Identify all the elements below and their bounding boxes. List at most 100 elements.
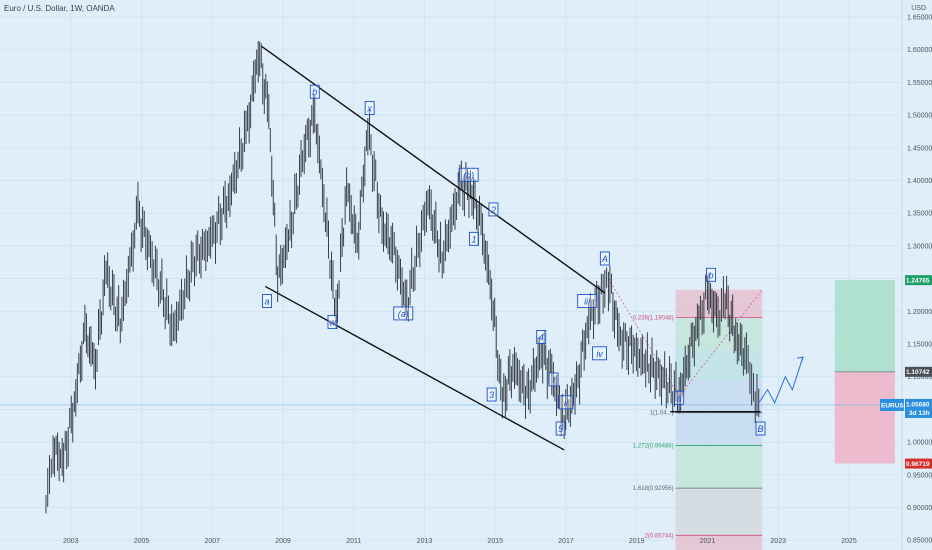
fib-level-label: 1.272(0.99488): [633, 443, 674, 449]
y-tick-label: 1.15000: [907, 341, 932, 348]
wave-label: w: [327, 314, 338, 329]
x-tick-label: 2003: [63, 538, 79, 545]
wave-label: iii: [577, 294, 598, 308]
time-axis: 2003 2005 2007 2009 2011 2013 2015 2017 2019 2021…: [63, 538, 857, 545]
wave-label-text: 5: [558, 424, 564, 434]
wave-label-text: 1: [471, 234, 476, 244]
x-tick-label: 2025: [841, 538, 857, 545]
price-tag-text: 1.10742: [906, 369, 930, 376]
projection-arrow-head: [796, 356, 804, 364]
wave-label-box: [309, 84, 320, 99]
wave-label: i: [548, 372, 559, 387]
y-tick-label: 0.95000: [907, 472, 932, 479]
wave-label: B: [755, 421, 766, 436]
fib-trend-line: [678, 289, 763, 397]
price-axis-unit: USD: [911, 5, 926, 12]
position-target-zone: [834, 280, 895, 372]
price-tag-bg: [905, 458, 932, 469]
y-tick-label: 1.65000: [907, 15, 932, 22]
wave-label-text: 4: [539, 332, 544, 342]
wave-label: (b): [458, 167, 479, 182]
wave-label-box: [592, 346, 608, 361]
price-series: [45, 40, 760, 514]
symbol-tag-text: EURUSD: [881, 402, 909, 409]
x-tick-label: 2007: [204, 538, 220, 545]
wave-label-box: [262, 294, 273, 308]
wave-label-box: [558, 395, 574, 410]
y-tick-label: 1.60000: [907, 47, 932, 54]
price-tag-text: 0.96719: [906, 461, 930, 468]
y-tick-label: 1.55000: [907, 80, 932, 87]
wave-label-text: A: [601, 254, 608, 264]
wave-label-box: [486, 387, 497, 402]
x-tick-label: 2011: [346, 538, 361, 545]
position-stop-zone: [834, 371, 895, 464]
wave-label-box: [469, 231, 479, 246]
wave-label-box: [555, 421, 566, 436]
wave-label: a: [262, 294, 273, 308]
wave-label: x: [364, 101, 375, 116]
wave-label: A: [599, 251, 610, 266]
wave-label-text: (b): [463, 170, 474, 180]
wave-label: b: [706, 267, 716, 282]
y-tick-label: 1.50000: [907, 113, 932, 120]
x-tick-label: 2017: [558, 538, 574, 545]
y-tick-label: 1.00000: [907, 440, 932, 447]
wave-label-box: [548, 372, 559, 387]
y-tick-label: 1.40000: [907, 178, 932, 185]
price-tag-text: 1.24765: [906, 277, 930, 284]
channel-line: [264, 285, 565, 451]
wave-label: (a): [393, 306, 414, 321]
wave-label: ii: [558, 395, 574, 410]
wave-label-box: [706, 267, 716, 282]
fib-zone: [675, 289, 763, 318]
y-tick-label: 0.90000: [907, 505, 932, 512]
last-price-tag-bg: [905, 398, 932, 418]
wave-label-box: [393, 306, 414, 321]
y-tick-label: 1.35000: [907, 211, 932, 218]
fib-level-label: 1.618(0.92956): [633, 486, 674, 492]
wave-label-box: [577, 294, 598, 308]
price-tag-bg: [905, 366, 932, 377]
y-tick-label: 1.10000: [907, 374, 932, 381]
wave-label-text: b: [708, 270, 713, 280]
fib-zone: [675, 379, 763, 413]
wave-label-box: [755, 421, 766, 436]
y-tick-label: 1.45000: [907, 145, 932, 152]
wave-label-box: [536, 330, 547, 344]
wave-label-text: (a): [398, 309, 409, 319]
wave-label-text: i: [553, 375, 556, 385]
wave-label-text: w: [329, 317, 336, 327]
x-tick-label: 2013: [417, 538, 433, 545]
price-tag-bg: [905, 275, 932, 286]
wave-label-text: b: [312, 87, 317, 97]
wave-label-text: 2: [490, 205, 496, 215]
x-tick-label: 2015: [487, 538, 503, 545]
fib-zone: [675, 445, 763, 489]
y-tick-label: 0.85000: [907, 538, 932, 545]
fib-zone: [675, 535, 763, 550]
x-tick-label: 2005: [134, 538, 150, 545]
wave-label-text: 3: [489, 390, 494, 400]
wave-label: 5: [555, 421, 566, 436]
y-tick-label: 1.30000: [907, 243, 932, 250]
x-tick-label: 2009: [275, 538, 291, 545]
wave-label-text: a: [677, 393, 682, 403]
fib-zone: [675, 488, 763, 536]
x-tick-label: 2023: [770, 538, 786, 545]
wave-label-box: [674, 390, 685, 405]
wave-label: 1: [469, 231, 479, 246]
wave-label-box: [599, 251, 610, 266]
price-axis: USD 1.65000 1.60000 1.55000 1.50000 1.45000 1.…: [901, 0, 932, 550]
fib-level-label: 2(0.85744): [645, 533, 674, 539]
x-tick-label: 2021: [700, 538, 716, 545]
chart-title: Euro / U.S. Dollar, 1W, OANDA: [4, 4, 115, 13]
projection-path: [758, 356, 804, 405]
wave-label-text: B: [758, 424, 764, 434]
last-price-tag-text: 1.05680: [906, 401, 930, 408]
countdown-tag-text: 3d 13h: [909, 410, 930, 417]
wave-label: 4: [536, 330, 547, 344]
